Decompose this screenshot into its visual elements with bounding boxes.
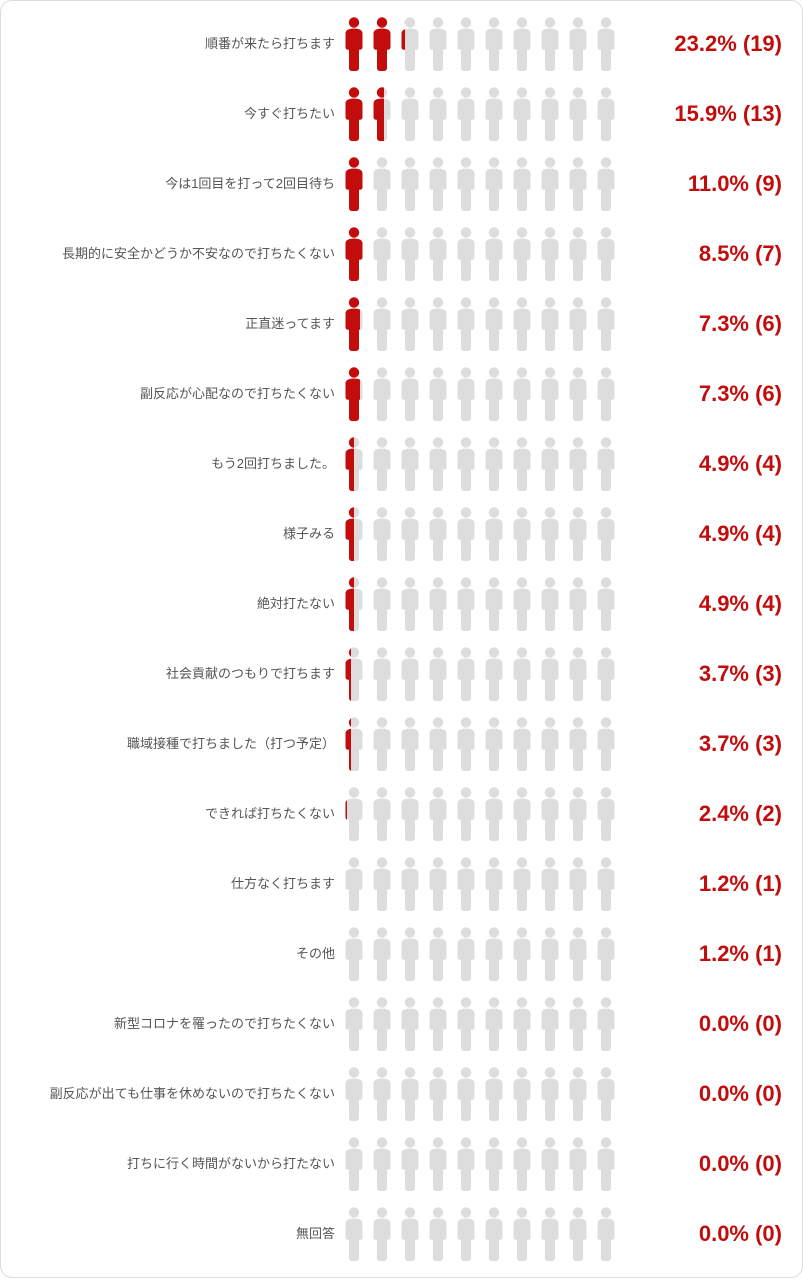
row-label: 絶対打たない <box>11 596 341 613</box>
row-label: 正直迷ってます <box>11 316 341 333</box>
row-label: 副反応が出ても仕事を休めないので打ちたくない <box>11 1086 341 1103</box>
chart-row: 打ちに行く時間がないから打たない 0.0% (0) <box>11 1129 792 1199</box>
row-value: 23.2% (19) <box>619 31 792 57</box>
row-value: 15.9% (13) <box>619 101 792 127</box>
row-pictogram <box>341 1066 619 1122</box>
chart-row: 正直迷ってます 7.3% (6) <box>11 289 792 359</box>
row-pictogram <box>341 226 619 282</box>
row-value: 8.5% (7) <box>619 241 792 267</box>
row-value: 2.4% (2) <box>619 801 792 827</box>
row-pictogram <box>341 366 619 422</box>
chart-row: 今は1回目を打って2回目待ち 11.0% (9) <box>11 149 792 219</box>
row-label: できれば打ちたくない <box>11 806 341 823</box>
row-pictogram <box>341 296 619 352</box>
chart-row: 様子みる 4.9% (4) <box>11 499 792 569</box>
row-label: その他 <box>11 946 341 963</box>
row-pictogram <box>341 786 619 842</box>
row-label: 社会貢献のつもりで打ちます <box>11 666 341 683</box>
chart-row: 長期的に安全かどうか不安なので打ちたくない 8.5% (7) <box>11 219 792 289</box>
row-pictogram <box>341 576 619 632</box>
chart-row: 順番が来たら打ちます 23.2% (19) <box>11 9 792 79</box>
row-label: 打ちに行く時間がないから打たない <box>11 1156 341 1173</box>
row-pictogram <box>341 1136 619 1192</box>
row-pictogram <box>341 506 619 562</box>
row-value: 4.9% (4) <box>619 521 792 547</box>
chart-row: 社会貢献のつもりで打ちます 3.7% (3) <box>11 639 792 709</box>
row-label: もう2回打ちました。 <box>11 456 341 473</box>
row-label: 順番が来たら打ちます <box>11 36 341 53</box>
row-value: 4.9% (4) <box>619 451 792 477</box>
row-label: 無回答 <box>11 1226 341 1243</box>
row-label: 新型コロナを罹ったので打ちたくない <box>11 1016 341 1033</box>
row-pictogram <box>341 1206 619 1262</box>
chart-row: 新型コロナを罹ったので打ちたくない 0.0% (0) <box>11 989 792 1059</box>
chart-row: 仕方なく打ちます 1.2% (1) <box>11 849 792 919</box>
row-label: 長期的に安全かどうか不安なので打ちたくない <box>11 246 341 263</box>
chart-row: 無回答 0.0% (0) <box>11 1199 792 1269</box>
chart-row: できれば打ちたくない 2.4% (2) <box>11 779 792 849</box>
row-pictogram <box>341 996 619 1052</box>
row-pictogram <box>341 156 619 212</box>
row-pictogram <box>341 646 619 702</box>
row-pictogram <box>341 716 619 772</box>
row-value: 4.9% (4) <box>619 591 792 617</box>
row-value: 1.2% (1) <box>619 941 792 967</box>
pictogram-chart: 順番が来たら打ちます 23.2% (19) 今すぐ打ちたい 15.9% (13) 今は1… <box>0 0 803 1278</box>
row-label: 副反応が心配なので打ちたくない <box>11 386 341 403</box>
row-label: 今は1回目を打って2回目待ち <box>11 176 341 193</box>
row-value: 1.2% (1) <box>619 871 792 897</box>
chart-row: もう2回打ちました。 4.9% (4) <box>11 429 792 499</box>
row-value: 0.0% (0) <box>619 1151 792 1177</box>
row-label: 職域接種で打ちました（打つ予定） <box>11 736 341 753</box>
row-label: 仕方なく打ちます <box>11 876 341 893</box>
row-label: 今すぐ打ちたい <box>11 106 341 123</box>
chart-row: その他 1.2% (1) <box>11 919 792 989</box>
row-value: 7.3% (6) <box>619 381 792 407</box>
row-value: 0.0% (0) <box>619 1221 792 1247</box>
row-value: 3.7% (3) <box>619 731 792 757</box>
row-value: 11.0% (9) <box>619 171 792 197</box>
row-value: 7.3% (6) <box>619 311 792 337</box>
row-value: 3.7% (3) <box>619 661 792 687</box>
chart-row: 副反応が心配なので打ちたくない 7.3% (6) <box>11 359 792 429</box>
chart-row: 副反応が出ても仕事を休めないので打ちたくない 0.0% (0) <box>11 1059 792 1129</box>
chart-row: 今すぐ打ちたい 15.9% (13) <box>11 79 792 149</box>
chart-row: 職域接種で打ちました（打つ予定） 3.7% (3) <box>11 709 792 779</box>
row-value: 0.0% (0) <box>619 1081 792 1107</box>
row-pictogram <box>341 436 619 492</box>
row-value: 0.0% (0) <box>619 1011 792 1037</box>
row-label: 様子みる <box>11 526 341 543</box>
row-pictogram <box>341 926 619 982</box>
row-pictogram <box>341 856 619 912</box>
row-pictogram <box>341 16 619 72</box>
chart-row: 絶対打たない 4.9% (4) <box>11 569 792 639</box>
row-pictogram <box>341 86 619 142</box>
